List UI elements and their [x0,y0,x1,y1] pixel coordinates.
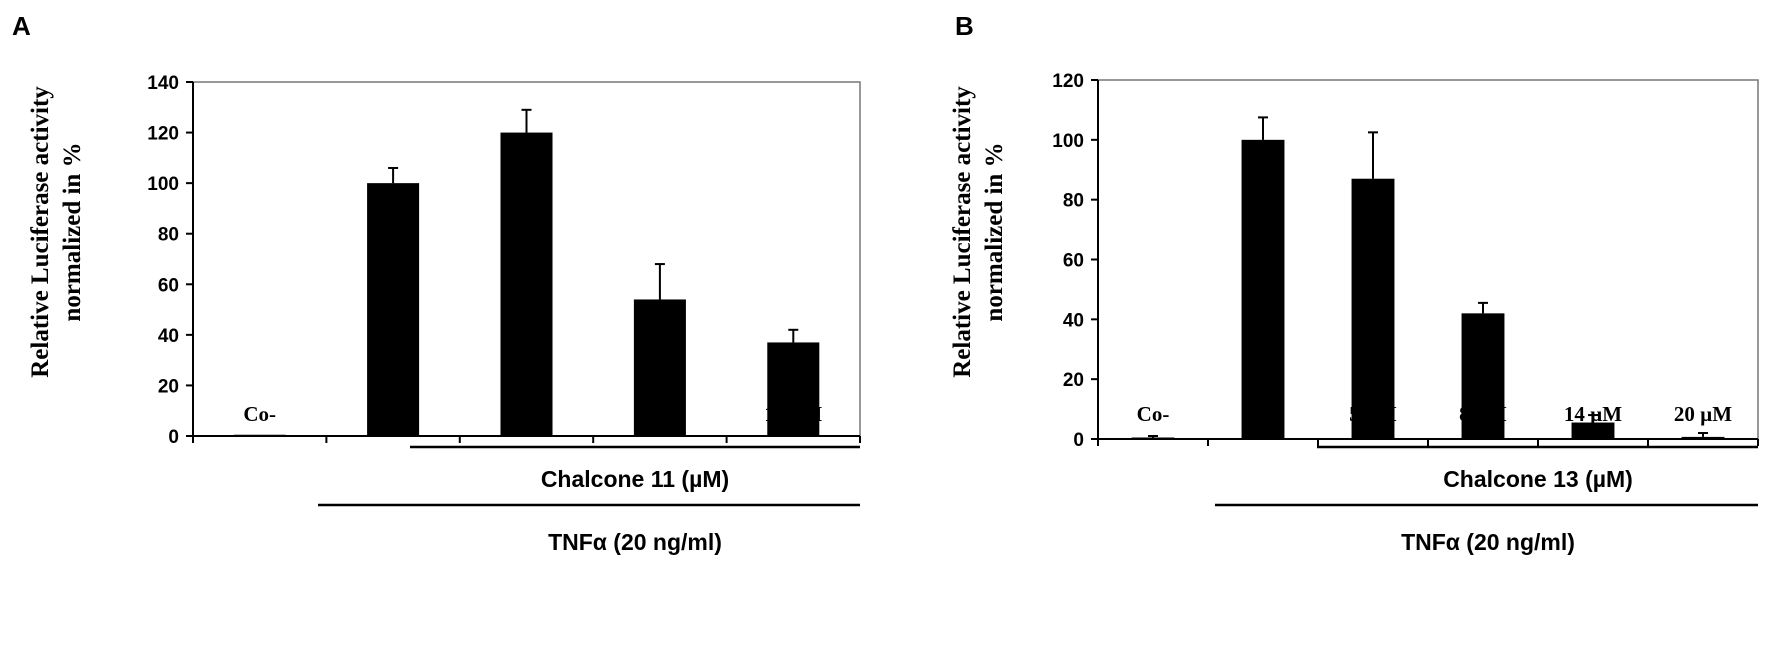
plot-area: 0 20 40 60 80 100 120 140 Co- Co+ 4 µM 8 µM 16 µM [147,73,861,448]
y-tick-label: 0 [168,427,179,448]
y-tick-label: 100 [1052,131,1084,152]
bar [1351,178,1395,439]
bar [367,183,420,436]
group-label-inner: Chalcone 13 (µM) [1443,466,1633,492]
y-tick-label: 120 [1052,71,1084,92]
panel-letter-b: B [955,11,974,41]
chart-panel-a: A Relative Luciferase activity normalize… [12,11,861,555]
x-tick-label: 5 µM [1349,402,1397,426]
x-tick-label: 8 µM [636,402,684,426]
bar [500,132,553,437]
y-axis-label-line1: Relative Luciferase activity [27,86,54,378]
x-tick-label: 20 µM [1674,402,1732,426]
y-axis-label-line1: Relative Luciferase activity [949,86,976,378]
plot-frame [1097,79,1759,440]
bar [633,299,686,436]
group-label-inner: Chalcone 11 (µM) [541,466,729,492]
y-tick-label: 20 [1063,370,1084,391]
y-tick-label: 40 [158,326,179,347]
y-tick-label: 120 [147,124,179,145]
bar [1681,436,1725,439]
x-tick-label: 16 µM [764,402,822,426]
x-tick-label: 4 µM [503,402,551,426]
bar [1241,139,1285,440]
y-tick-label: 0 [1073,430,1084,451]
x-tick-label: Co+ [1244,402,1282,426]
y-tick-label: 140 [147,73,179,94]
y-tick-label: 60 [1063,251,1084,272]
panel-letter-a: A [12,11,31,41]
chart-panel-b: B Relative Luciferase activity normalize… [949,11,1759,555]
bar [1571,422,1615,439]
x-tick-label: 14 µM [1564,402,1622,426]
bar [1131,437,1175,440]
y-tick-label: 60 [158,275,179,296]
plot-area: 0 20 40 60 80 100 120 Co- Co+ 5 µM 8 µM 14 µM 20 µM [1052,71,1759,451]
bar [767,342,820,436]
y-tick-label: 80 [1063,191,1084,212]
group-label-outer: TNFα (20 ng/ml) [1401,529,1575,555]
x-tick-label: Co- [243,402,276,426]
x-tick-label: 8 µM [1459,402,1507,426]
x-tick-label: Co- [1137,402,1170,426]
bar [1461,313,1505,439]
group-label-outer: TNFα (20 ng/ml) [548,529,722,555]
y-axis-label-line2: normalized in % [981,142,1008,321]
bar [233,434,286,437]
y-tick-label: 40 [1063,310,1084,331]
y-axis-label-line2: normalized in % [59,142,86,321]
x-tick-label: Co+ [374,402,412,426]
y-tick-label: 20 [158,376,179,397]
y-tick-label: 80 [158,225,179,246]
y-tick-label: 100 [147,174,179,195]
